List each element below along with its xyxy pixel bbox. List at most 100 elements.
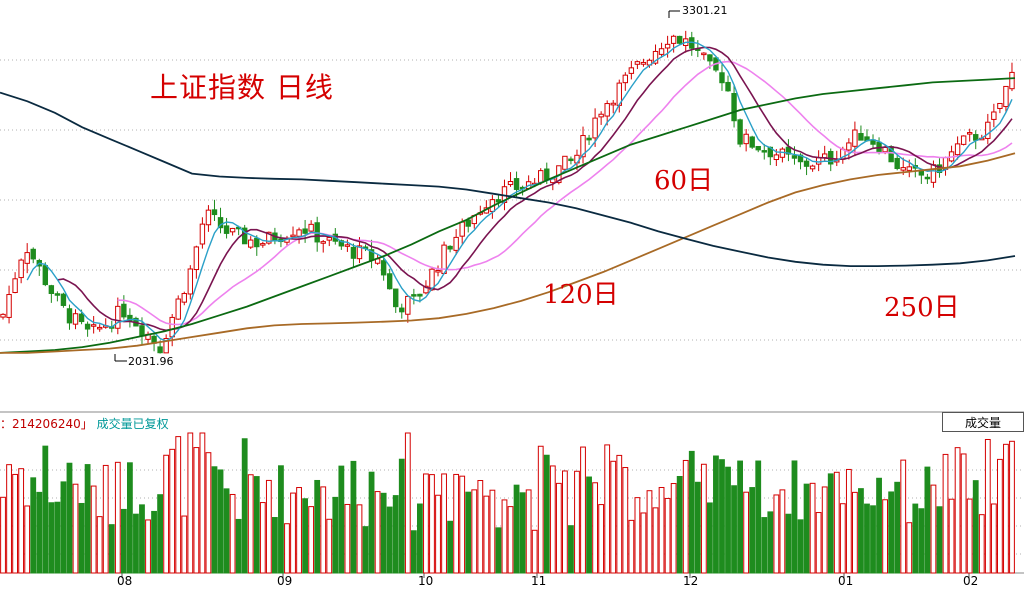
candle-body: [338, 240, 345, 247]
volume-bar: [205, 452, 212, 574]
volume-bar: [338, 465, 345, 574]
volume-bar: [12, 473, 19, 574]
volume-bar: [284, 523, 290, 574]
candle-body: [290, 234, 296, 238]
candle-body: [260, 243, 266, 246]
volume-bar: [163, 454, 170, 574]
volume-bar: [543, 454, 550, 574]
candle-body: [386, 273, 393, 290]
high-annotation: 3301.21: [682, 4, 728, 17]
volume-bar: [151, 510, 157, 574]
candle-body: [997, 102, 1003, 109]
volume-bar: [42, 445, 49, 574]
volume-bar: [640, 512, 647, 574]
volume-info: ：214206240」 成交量已复权: [0, 415, 169, 432]
volume-bar: [380, 492, 387, 574]
volume-bar: [247, 474, 254, 574]
volume-bar: [773, 494, 780, 574]
volume-bar: [525, 489, 532, 574]
volume-bar: [108, 524, 115, 574]
volume-bar: [634, 497, 641, 574]
candle-body: [205, 209, 212, 226]
candle-body: [30, 248, 36, 260]
x-tick-09: 09: [277, 574, 293, 588]
candle-body: [900, 167, 906, 171]
volume-bar: [918, 508, 925, 574]
volume-bar: [6, 464, 12, 574]
candle-body: [223, 225, 230, 234]
volume-indicator-button[interactable]: 成交量: [942, 412, 1024, 432]
x-tick-12: 12: [683, 574, 699, 588]
volume-bar: [314, 479, 321, 574]
volume-bar: [996, 458, 1003, 574]
candle-body: [423, 285, 429, 294]
candle-body: [42, 265, 49, 286]
volume-bar: [833, 471, 840, 574]
candle-body: [761, 150, 767, 153]
volume-bar: [102, 464, 109, 574]
volume-bar: [423, 473, 429, 574]
candle-body: [296, 229, 302, 237]
volume-bar: [785, 513, 792, 574]
candle-body: [121, 303, 127, 318]
volume-bar: [688, 450, 695, 574]
candle-body: [175, 298, 181, 320]
volume-bar: [507, 506, 514, 574]
volume-bar: [296, 487, 302, 574]
candle-body: [447, 245, 453, 250]
candle-body: [628, 67, 635, 74]
volume-sep: 」: [80, 417, 93, 431]
volume-bar: [332, 496, 339, 574]
volume-bar: [682, 459, 689, 574]
volume-bar: [241, 438, 248, 574]
candle-body: [815, 157, 822, 165]
volume-bar: [501, 499, 508, 574]
volume-bar: [513, 484, 520, 574]
candle-body: [991, 111, 997, 120]
volume-bar: [302, 498, 309, 574]
volume-bar: [803, 483, 810, 574]
candle-body: [12, 278, 18, 293]
volume-bar: [416, 503, 423, 574]
candle-body: [217, 217, 224, 229]
volume-bar: [447, 520, 454, 574]
volume-bar: [90, 485, 97, 574]
volume-bar: [767, 511, 774, 574]
volume-bar: [821, 486, 828, 574]
candle-body: [495, 199, 502, 203]
candle-body: [60, 293, 67, 306]
volume-bar: [628, 519, 635, 574]
candle-body: [652, 50, 659, 64]
candle-body: [0, 313, 6, 318]
volume-bar: [259, 502, 266, 574]
candle-body: [211, 209, 218, 216]
volume-bar: [984, 438, 991, 574]
volume-bar: [815, 512, 822, 574]
candle-body: [78, 313, 85, 323]
volume-bar: [145, 519, 151, 574]
volume-bar: [531, 529, 538, 574]
candle-body: [513, 178, 520, 190]
candle-body: [538, 170, 544, 183]
volume-bar: [930, 484, 937, 574]
volume-bar: [398, 458, 405, 574]
volume-bar: [175, 436, 182, 574]
candle-body: [380, 260, 387, 276]
candle-body: [858, 133, 864, 141]
candle-body: [960, 135, 967, 145]
candle-body: [181, 293, 187, 303]
candle-body: [248, 239, 254, 248]
candle-body: [954, 143, 961, 156]
volume-bar: [441, 473, 447, 574]
candle-body: [229, 227, 236, 233]
candle-body: [48, 285, 55, 294]
volume-bar: [72, 483, 79, 574]
candle-body: [731, 92, 737, 122]
candle-body: [725, 81, 731, 92]
candle-body: [707, 54, 713, 62]
x-tick-02: 02: [963, 574, 979, 588]
candle-body: [163, 338, 169, 354]
volume-bar: [78, 502, 85, 574]
volume-value: 214206240: [12, 417, 81, 431]
